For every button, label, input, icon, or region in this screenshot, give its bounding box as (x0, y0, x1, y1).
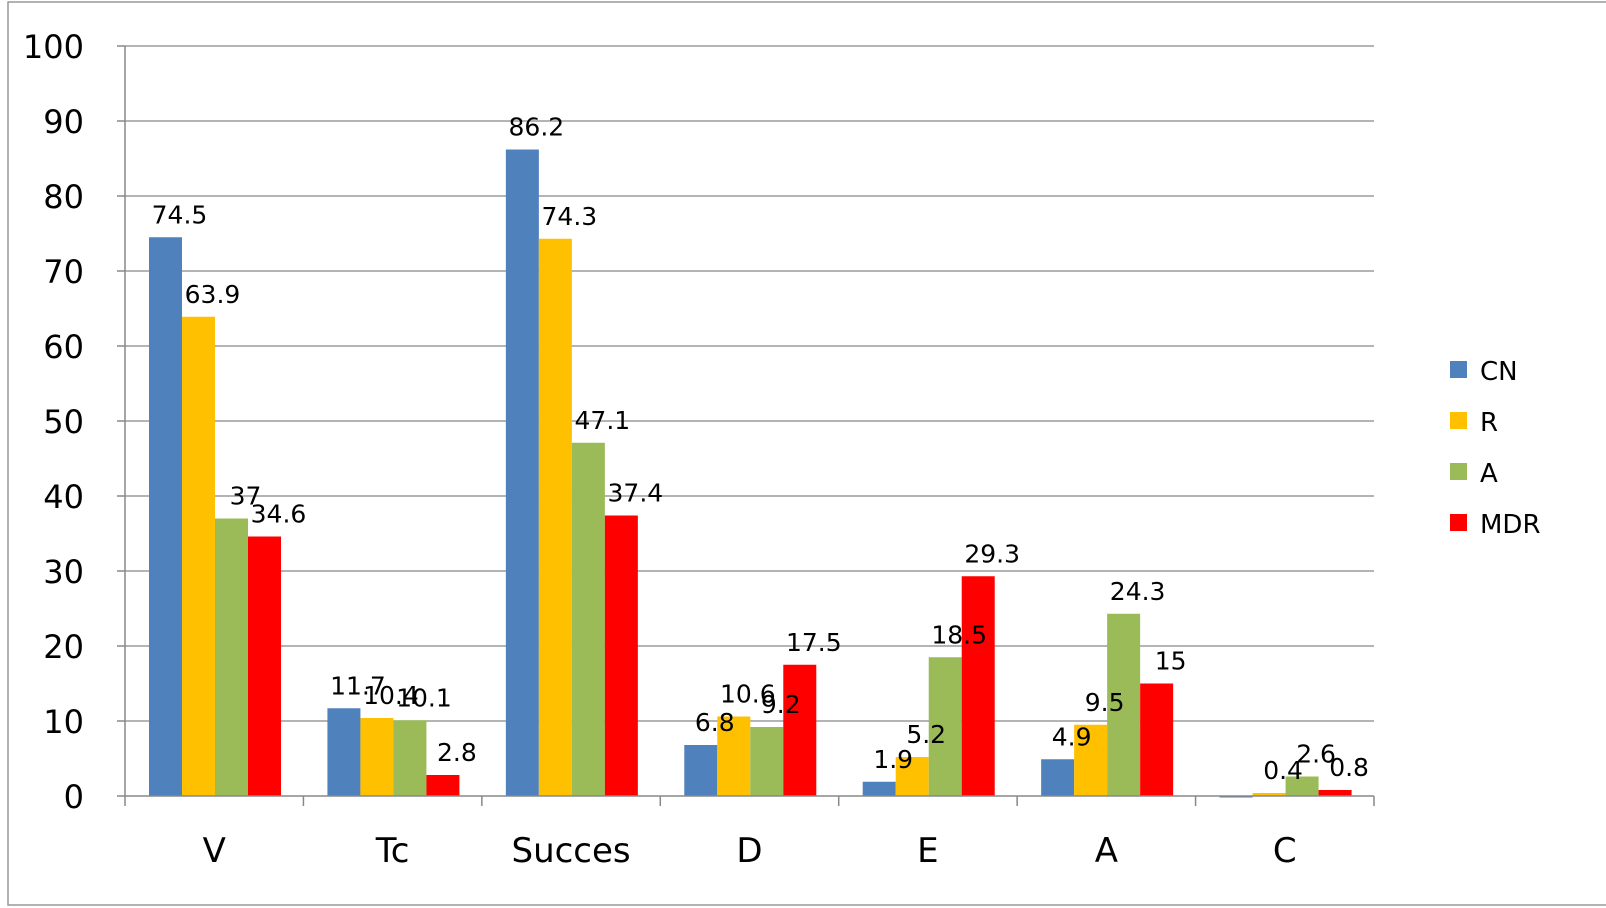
data-label: 2.8 (437, 738, 477, 767)
y-tick-label: 20 (43, 628, 84, 666)
legend-swatch-r (1450, 412, 1467, 429)
x-tick-label: E (917, 831, 938, 871)
bar-cn-tc (327, 708, 361, 796)
chart-border (7, 1, 1606, 906)
bar-r-c (1252, 793, 1286, 796)
y-tick-label: 40 (43, 478, 84, 516)
x-tick-label: V (203, 831, 226, 871)
data-label: 9.5 (1085, 688, 1125, 717)
data-label: 10.4 (363, 681, 419, 710)
bar-a-tc (393, 720, 427, 796)
bar-mdr-e (961, 576, 995, 796)
y-tick-label: 0 (64, 778, 84, 816)
bar-cn-v (149, 237, 182, 796)
data-label: 10.6 (720, 680, 776, 709)
data-label: 63.9 (185, 280, 241, 309)
x-tick-label: Tc (375, 831, 410, 871)
bar-r-d (717, 716, 751, 796)
legend-swatch-mdr (1450, 514, 1467, 531)
data-label: 15 (1155, 647, 1187, 676)
data-label: 37.4 (608, 479, 664, 508)
legend-label-a: A (1480, 459, 1498, 489)
data-label: 47.1 (575, 406, 631, 435)
bars (149, 149, 1352, 798)
bar-mdr-v (248, 536, 281, 796)
legend-swatch-a (1450, 463, 1467, 480)
data-label: 29.3 (964, 539, 1020, 568)
bar-mdr-succes (604, 515, 638, 796)
bar-r-succes (538, 238, 572, 796)
x-tick-label: D (736, 831, 762, 871)
data-label: 1.9 (873, 745, 913, 774)
bar-a-c (1285, 776, 1319, 796)
y-tick-label: 10 (43, 703, 84, 741)
y-tick-label: 80 (43, 178, 84, 216)
legend-label-mdr: MDR (1480, 510, 1541, 540)
x-tick-label: A (1095, 831, 1118, 871)
bar-cn-d (684, 745, 718, 796)
bar-a-a (1107, 613, 1141, 796)
legend: CN RA MDR (1450, 357, 1541, 540)
data-label: 2.6 (1296, 740, 1336, 769)
x-tick-label: Succes (511, 831, 630, 871)
legend-swatch-cn (1450, 361, 1467, 378)
data-label: 18.5 (931, 620, 987, 649)
data-labels: 74.5 11.7 86.2 6.8 1.9 4.9 63.9 10.4 74.3 10.6 5.2… (152, 113, 1369, 786)
data-label: 74.3 (542, 202, 598, 231)
y-tick-label: 60 (43, 328, 84, 366)
data-label: 9.2 (761, 690, 801, 719)
data-label: 11.7 (330, 671, 386, 700)
data-label: 24.3 (1110, 577, 1166, 606)
y-tick-label: 30 (43, 553, 84, 591)
bar-r-e (895, 757, 929, 796)
data-label: 10.1 (396, 683, 452, 712)
bar-cn-e (862, 781, 896, 796)
bar-a-e (928, 657, 962, 796)
data-label: 0.4 (1263, 756, 1303, 785)
y-tick-label: 70 (43, 253, 84, 291)
data-label: 17.5 (786, 628, 842, 657)
y-tick-label: 50 (43, 403, 84, 441)
data-label: 4.9 (1052, 722, 1092, 751)
x-tick-label: C (1273, 831, 1297, 871)
data-label: 86.2 (509, 113, 565, 142)
y-tick-label: 90 (43, 103, 84, 141)
data-label: 74.5 (152, 200, 208, 229)
data-label: 37 (230, 482, 262, 511)
bar-a-d (750, 727, 784, 796)
data-label: 5.2 (906, 720, 946, 749)
bar-cn-succes (505, 149, 539, 796)
data-label: 0.8 (1329, 753, 1369, 782)
y-tick-label: 100 (23, 28, 84, 66)
bar-a-v (215, 518, 248, 796)
bar-mdr-a (1140, 683, 1174, 796)
legend-label-cn: CN (1480, 357, 1518, 387)
bar-a-succes (571, 442, 605, 796)
bar-mdr-d (783, 664, 817, 796)
bar-mdr-c (1318, 790, 1352, 796)
bar-cn-a (1041, 759, 1075, 796)
data-label: 34.6 (251, 500, 307, 529)
data-label: 6.8 (695, 708, 735, 737)
gridlines (125, 45, 1374, 722)
bar-r-a (1074, 724, 1108, 796)
bar-r-tc (360, 718, 394, 796)
axes: 0 10 20 30 40 50 60 70 80 90 100 V Tc Succes D E A C (23, 28, 1375, 871)
bar-mdr-tc (426, 775, 460, 796)
legend-label-r: R (1480, 408, 1498, 438)
bar-r-v (182, 316, 215, 796)
